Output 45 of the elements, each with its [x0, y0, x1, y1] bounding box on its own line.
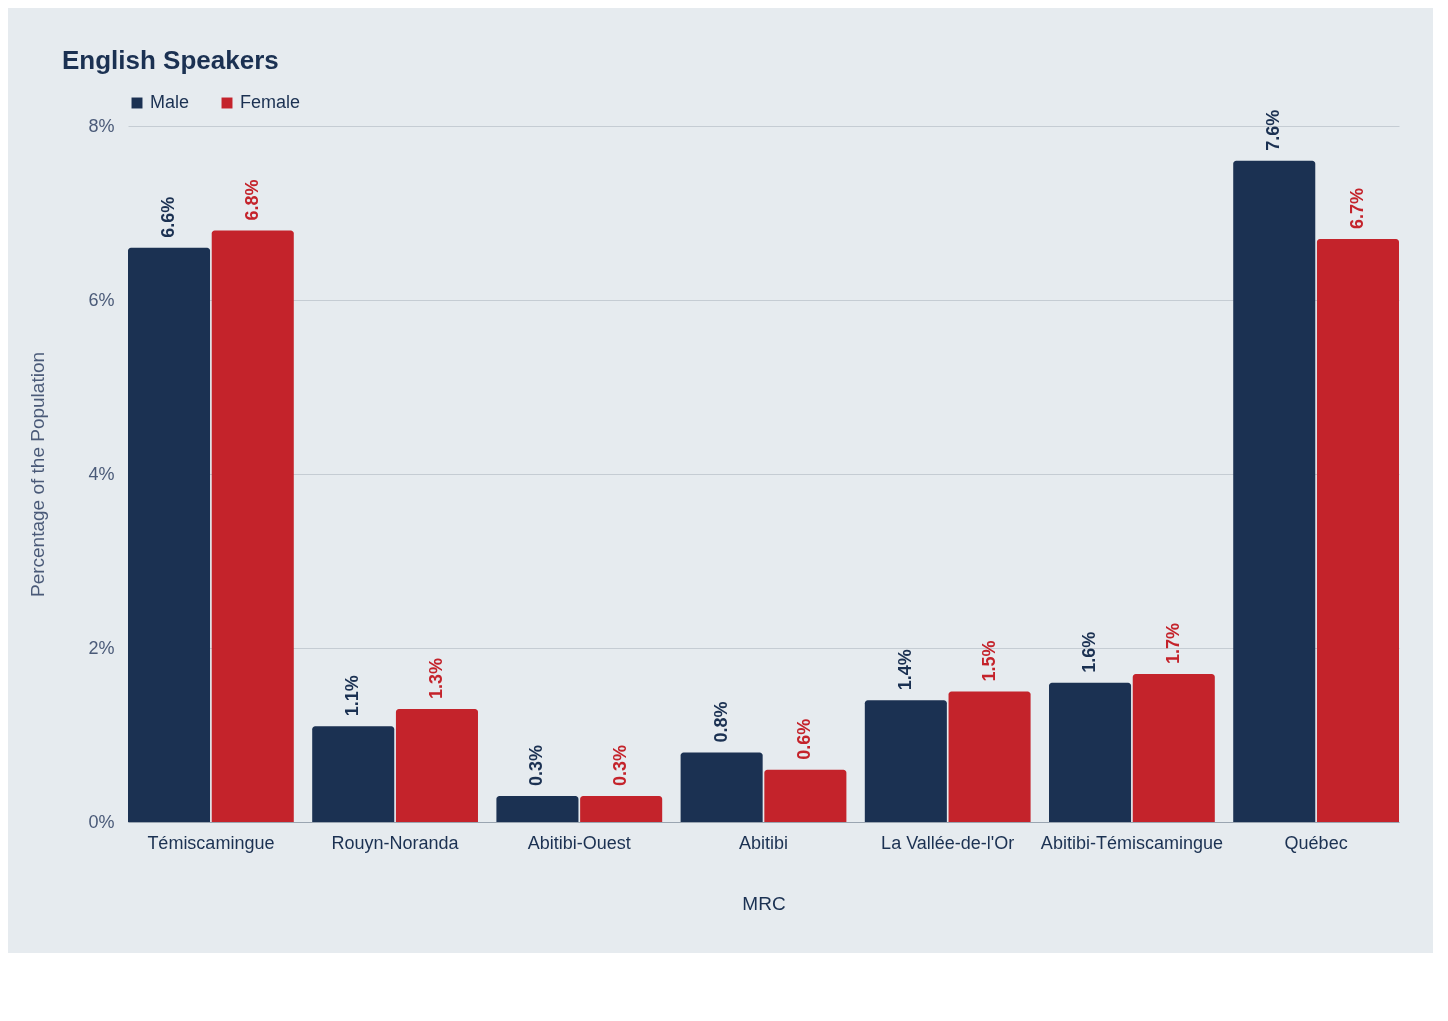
bar: [312, 726, 395, 822]
data-label: 1.7%: [1162, 623, 1183, 665]
x-tick-label: Abitibi-Ouest: [527, 832, 631, 853]
bar: [680, 752, 763, 822]
data-label: 0.6%: [794, 718, 815, 760]
y-tick-label: 2%: [88, 637, 115, 658]
data-label: 0.3%: [526, 744, 547, 786]
x-tick-label: La Vallée-de-l'Or: [881, 832, 1015, 853]
data-label: 1.5%: [978, 640, 999, 682]
bar: [764, 769, 847, 822]
data-label: 1.3%: [425, 657, 446, 699]
data-label: 7.6%: [1263, 109, 1284, 151]
y-tick-label: 0%: [88, 811, 115, 832]
x-tick-label: Abitibi-Témiscamingue: [1040, 832, 1223, 853]
x-tick-label: Abitibi: [738, 832, 789, 853]
chart-title: English Speakers: [62, 45, 279, 75]
y-axis-title: Percentage of the Population: [27, 351, 49, 598]
bar: [1233, 160, 1316, 822]
bar: [395, 708, 478, 822]
x-tick-label: Rouyn-Noranda: [331, 832, 460, 853]
bar: [1316, 239, 1399, 822]
data-label: 0.8%: [710, 701, 731, 743]
bar: [496, 795, 579, 822]
bar: [211, 230, 294, 822]
data-label: 1.1%: [342, 675, 363, 717]
bar: [128, 247, 211, 822]
data-label: 6.7%: [1346, 188, 1367, 230]
y-tick-label: 8%: [88, 115, 115, 136]
x-tick-label: Témiscamingue: [147, 832, 275, 853]
data-label: 1.6%: [1079, 631, 1100, 673]
data-label: 6.8%: [241, 179, 262, 221]
y-tick-label: 6%: [88, 289, 115, 310]
bar: [948, 691, 1031, 822]
legend-label: Male: [150, 92, 190, 112]
bar: [864, 700, 947, 822]
legend-label: Female: [240, 92, 301, 112]
y-tick-label: 4%: [88, 463, 115, 484]
bar: [1132, 674, 1215, 822]
bar: [1049, 682, 1132, 822]
x-tick-label: Québec: [1284, 832, 1348, 853]
bar: [580, 795, 663, 822]
data-label: 1.4%: [894, 649, 915, 691]
data-label: 0.3%: [610, 744, 631, 786]
x-axis-title: MRC: [742, 892, 786, 914]
data-label: 6.6%: [158, 196, 179, 238]
